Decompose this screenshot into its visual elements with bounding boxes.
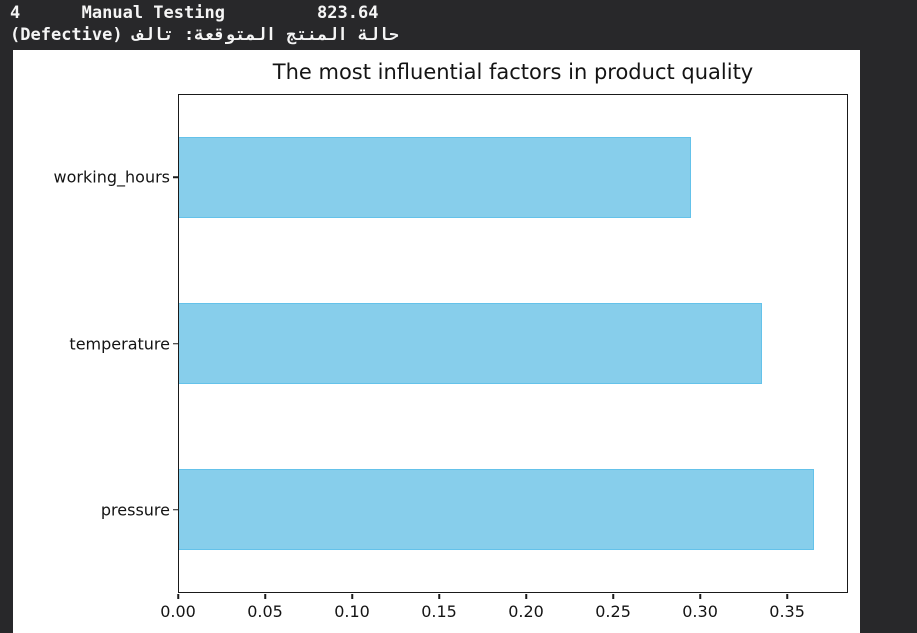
- axes: [178, 94, 848, 593]
- bar-working_hours: [179, 137, 691, 219]
- ytick-label-working_hours: working_hours: [53, 167, 170, 187]
- xtick-label: 0.05: [247, 602, 283, 621]
- xtick-label: 0.20: [508, 602, 544, 621]
- terminal-output: 4 Manual Testing 823.64 حالة المنتج المت…: [10, 2, 399, 46]
- terminal-line-prediction-arabic: حالة المنتج المتوقعة: تالف (Defective): [10, 25, 399, 45]
- matplotlib-figure: The most influential factors in product …: [13, 50, 860, 633]
- xtick-mark: [177, 594, 179, 599]
- bar-pressure: [179, 468, 815, 550]
- xtick-mark: [525, 594, 527, 599]
- xtick-label: 0.30: [682, 602, 718, 621]
- xtick-mark: [438, 594, 440, 599]
- xtick-label: 0.35: [769, 602, 805, 621]
- xtick-mark: [699, 594, 701, 599]
- ytick-label-temperature: temperature: [69, 334, 170, 353]
- bar-temperature: [179, 303, 762, 384]
- xtick-label: 0.15: [421, 602, 457, 621]
- ytick-mark: [173, 342, 178, 345]
- ytick-label-pressure: pressure: [100, 500, 170, 520]
- xtick-mark: [264, 594, 266, 599]
- terminal-line-row: 4 Manual Testing 823.64: [10, 3, 379, 23]
- xtick-label: 0.00: [160, 602, 196, 621]
- xtick-label: 0.25: [595, 602, 631, 621]
- xtick-mark: [786, 594, 788, 599]
- xtick-label: 0.10: [334, 602, 370, 621]
- ytick-mark: [173, 176, 178, 178]
- ytick-mark: [173, 509, 178, 511]
- xtick-mark: [351, 594, 353, 599]
- chart-title: The most influential factors in product …: [272, 60, 754, 84]
- xtick-mark: [612, 594, 614, 599]
